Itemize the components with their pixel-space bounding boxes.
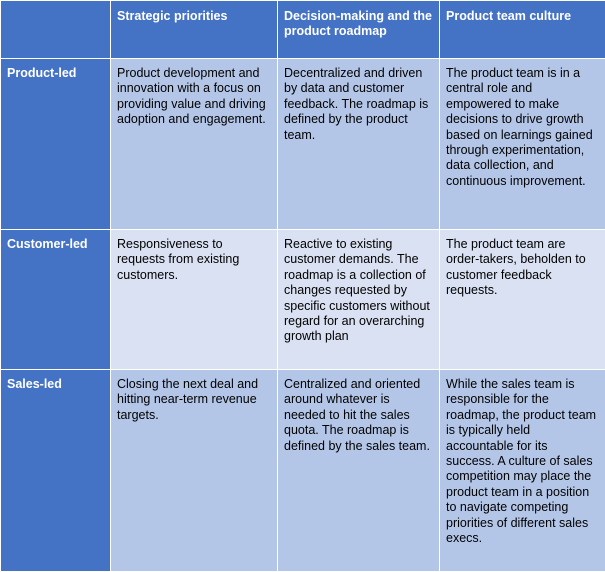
- row-header-sales-led: Sales-led: [1, 370, 111, 572]
- row-header-customer-led: Customer-led: [1, 230, 111, 370]
- column-header-decision-making: Decision-making and the product roadmap: [278, 1, 440, 59]
- table-body: Product-led Product development and inno…: [1, 59, 605, 572]
- column-header-strategic-priorities: Strategic priorities: [111, 1, 278, 59]
- table-row-sales-led: Sales-led Closing the next deal and hitt…: [1, 370, 605, 572]
- column-header-product-team-culture: Product team culture: [440, 1, 605, 59]
- table-row-customer-led: Customer-led Responsiveness to requests …: [1, 230, 605, 370]
- cell-product-led-team-culture: The product team is in a central role an…: [440, 59, 605, 230]
- corner-cell: [1, 1, 111, 59]
- row-header-product-led: Product-led: [1, 59, 111, 230]
- header-row: Strategic priorities Decision-making and…: [1, 1, 605, 59]
- cell-sales-led-team-culture: While the sales team is responsible for …: [440, 370, 605, 572]
- table-row-product-led: Product-led Product development and inno…: [1, 59, 605, 230]
- cell-customer-led-strategic-priorities: Responsiveness to requests from existing…: [111, 230, 278, 370]
- cell-product-led-decision-making: Decentralized and driven by data and cus…: [278, 59, 440, 230]
- cell-sales-led-decision-making: Centralized and oriented around whatever…: [278, 370, 440, 572]
- cell-product-led-strategic-priorities: Product development and innovation with …: [111, 59, 278, 230]
- cell-sales-led-strategic-priorities: Closing the next deal and hitting near-t…: [111, 370, 278, 572]
- table-header: Strategic priorities Decision-making and…: [1, 1, 605, 59]
- cell-customer-led-decision-making: Reactive to existing customer demands. T…: [278, 230, 440, 370]
- cell-customer-led-team-culture: The product team are order-takers, behol…: [440, 230, 605, 370]
